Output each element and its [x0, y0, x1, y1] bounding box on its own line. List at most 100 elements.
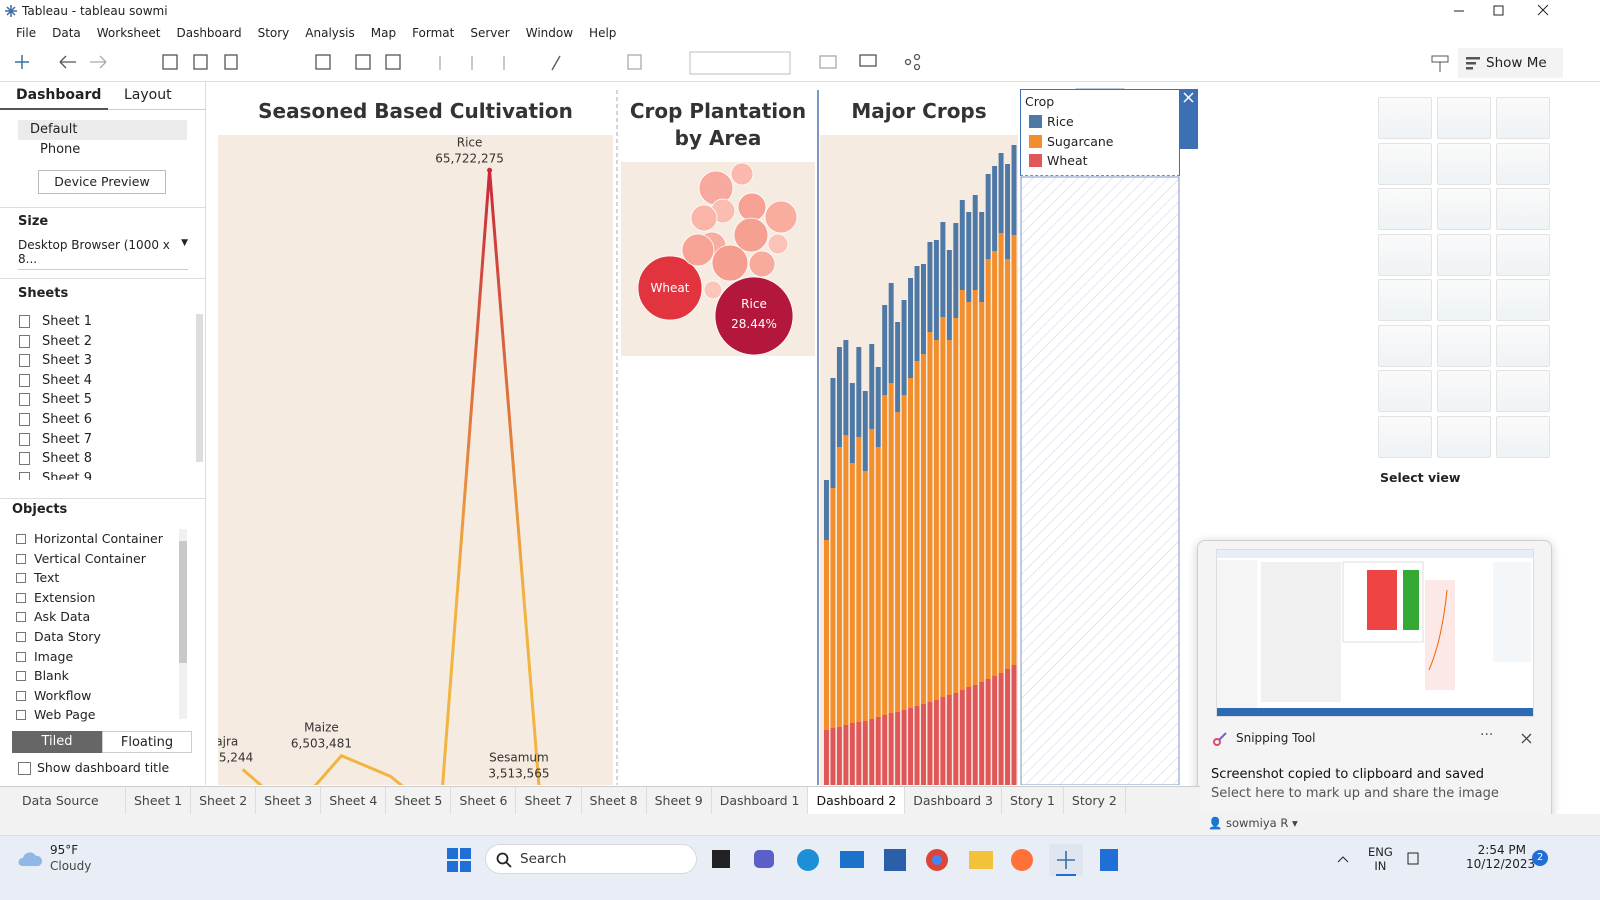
object-item[interactable]: Text [14, 568, 179, 588]
tiled-button[interactable]: Tiled [12, 731, 102, 753]
sheet-tab[interactable]: Sheet 6 [451, 787, 517, 814]
search-placeholder[interactable]: Search [520, 851, 567, 867]
sheet-tab[interactable]: Sheet 1 [126, 787, 192, 814]
sheet-name[interactable]: Sheet 8 [42, 451, 92, 467]
checkbox[interactable] [18, 762, 31, 775]
object-name[interactable]: Text [34, 570, 60, 586]
scrollbar[interactable] [196, 314, 203, 462]
menu-item[interactable]: Worksheet [96, 26, 161, 40]
sheet-tab[interactable]: Data Source [0, 787, 126, 814]
size-value[interactable]: Desktop Browser (1000 x 8... [18, 238, 170, 266]
object-item[interactable]: Image [14, 647, 179, 667]
object-name[interactable]: Vertical Container [34, 550, 146, 566]
date[interactable]: 10/12/2023 [1466, 857, 1536, 871]
taskbar-apps[interactable] [706, 844, 1126, 876]
legend-item[interactable]: Rice [1021, 112, 1179, 132]
chart-type-thumbnail[interactable] [1437, 233, 1491, 276]
chart-type-thumbnail[interactable] [1496, 142, 1550, 185]
sheet-item[interactable]: Sheet 3 [18, 351, 193, 371]
sheet-name[interactable]: Sheet 1 [42, 314, 92, 329]
sheet-item[interactable]: Sheet 1 [18, 312, 193, 332]
chart-type-thumbnail[interactable] [1378, 233, 1432, 276]
language[interactable]: ENG IN [1368, 845, 1393, 873]
sheet-item[interactable]: Sheet 4 [18, 371, 193, 391]
time[interactable]: 2:54 PM [1477, 843, 1526, 857]
object-item[interactable]: Ask Data [14, 607, 179, 627]
sheet-tab[interactable]: Sheet 7 [516, 787, 582, 814]
more-button[interactable]: ··· [1480, 727, 1494, 743]
sheet-item[interactable]: Sheet 7 [18, 430, 193, 450]
sheet-tab[interactable]: Dashboard 3 [905, 787, 1002, 814]
window-controls[interactable] [1440, 0, 1600, 22]
sheet-tab[interactable]: Sheet 4 [321, 787, 387, 814]
show-me-button[interactable]: Show Me [1458, 48, 1563, 78]
temperature[interactable]: 95°F [50, 843, 79, 857]
chart-type-thumbnail[interactable] [1437, 415, 1491, 458]
sheet-tab[interactable]: Sheet 3 [256, 787, 322, 814]
sheet-item[interactable]: Sheet 2 [18, 332, 193, 352]
user-name[interactable]: sowmiya R [1225, 816, 1289, 830]
search-box[interactable]: Search [485, 844, 697, 874]
chart-type-thumbnail[interactable] [1437, 142, 1491, 185]
object-item[interactable]: Workflow [14, 686, 179, 706]
legend-label[interactable]: Wheat [1047, 153, 1088, 168]
menu-item[interactable]: Story [257, 26, 290, 40]
sheet-tab[interactable]: Dashboard 1 [712, 787, 809, 814]
device-default[interactable]: Default [18, 120, 187, 140]
sheet-item[interactable]: Sheet 9 [18, 469, 193, 480]
sheet-name[interactable]: Sheet 2 [42, 333, 92, 349]
chart-type-thumbnail[interactable] [1378, 279, 1432, 321]
menu-item[interactable]: Help [589, 26, 617, 40]
user-menu[interactable]: 👤 sowmiya R ▾ [1208, 816, 1298, 830]
legend-item[interactable]: Wheat [1021, 151, 1179, 171]
sheet-name[interactable]: Sheet 7 [42, 431, 92, 447]
toolbar-icons[interactable] [0, 44, 1000, 82]
sheet-name[interactable]: Sheet 4 [42, 372, 92, 388]
object-item[interactable]: Horizontal Container [14, 529, 179, 549]
chart-type-thumbnail[interactable] [1437, 188, 1491, 230]
menu-item[interactable]: Format [412, 26, 455, 40]
object-item[interactable]: Extension [14, 588, 179, 608]
sheet-name[interactable]: Sheet 3 [42, 353, 92, 369]
object-name[interactable]: Workflow [34, 687, 92, 703]
chart-type-thumbnail[interactable] [1437, 279, 1491, 321]
screenshot-thumbnail[interactable] [1216, 549, 1534, 717]
legend-item[interactable]: Sugarcane [1021, 132, 1179, 152]
show-me-label[interactable]: Show Me [1486, 55, 1547, 71]
menu-item[interactable]: Dashboard [176, 26, 242, 40]
sheet-tab[interactable]: Sheet 8 [582, 787, 647, 814]
tray-icons[interactable] [1336, 850, 1420, 868]
legend-label[interactable]: Sugarcane [1047, 133, 1114, 149]
legend-label[interactable]: Rice [1047, 114, 1074, 129]
sheet-tab[interactable]: Story 1 [1002, 787, 1064, 814]
object-name[interactable]: Extension [34, 589, 96, 605]
sheet-name[interactable]: Sheet 5 [42, 392, 92, 408]
notification-badge[interactable]: 2 [1532, 850, 1548, 866]
chart-type-thumbnail[interactable] [1496, 324, 1550, 367]
object-name[interactable]: Data Story [34, 628, 101, 644]
chart-type-thumbnail[interactable] [1496, 279, 1550, 321]
object-item[interactable]: Web Page [14, 705, 179, 725]
sheet-name[interactable]: Sheet 9 [42, 470, 92, 480]
weather[interactable]: Cloudy [50, 859, 92, 873]
chart-type-thumbnail[interactable] [1496, 97, 1550, 139]
object-name[interactable]: Image [34, 648, 74, 664]
chart-type-thumbnail[interactable] [1378, 142, 1432, 185]
chart-type-thumbnail[interactable] [1437, 324, 1491, 367]
object-name[interactable]: Blank [34, 668, 69, 684]
chart-type-thumbnail[interactable] [1378, 188, 1432, 230]
sheet-tab[interactable]: Sheet 9 [647, 787, 712, 814]
chart-type-thumbnail[interactable] [1437, 370, 1491, 412]
chart-type-thumbnail[interactable] [1496, 415, 1550, 458]
chart-type-thumbnail[interactable] [1378, 324, 1432, 367]
start-button[interactable] [447, 848, 471, 872]
menu-item[interactable]: Analysis [305, 26, 355, 40]
sheet-tab[interactable]: Dashboard 2 [808, 787, 906, 814]
size-dropdown[interactable]: Desktop Browser (1000 x 8... ▼ [18, 238, 188, 270]
region-code[interactable]: IN [1374, 859, 1387, 873]
object-name[interactable]: Ask Data [34, 609, 91, 625]
show-title-label[interactable]: Show dashboard title [37, 760, 170, 775]
chart-type-thumbnail[interactable] [1437, 97, 1491, 139]
floating-button[interactable]: Floating [102, 731, 192, 753]
object-item[interactable]: Vertical Container [14, 549, 179, 569]
